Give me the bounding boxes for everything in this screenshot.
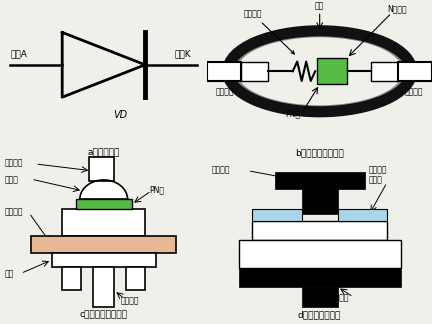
Bar [127,267,145,290]
Bar [76,199,132,209]
Text: 铝合金: 铝合金 [4,176,18,184]
Text: a）电路符号: a）电路符号 [88,148,120,157]
Text: 阳极A: 阳极A [10,49,27,58]
Bar [338,209,387,221]
Text: b）点接触型二极管: b）点接触型二极管 [295,148,344,157]
Text: PN结: PN结 [149,186,164,195]
Bar [207,62,241,81]
Text: 保护层: 保护层 [369,176,383,184]
Bar [398,62,432,81]
Text: VD: VD [113,110,127,120]
Text: 金属触丝: 金属触丝 [243,9,294,54]
Text: 阳极引线: 阳极引线 [216,87,235,96]
Polygon shape [80,180,127,199]
Bar [241,62,268,81]
Bar [275,172,365,189]
Text: 二氧化硅: 二氧化硅 [369,165,388,174]
Text: 阳极引线: 阳极引线 [4,159,22,168]
Text: N型硅: N型硅 [95,218,112,227]
Text: P区: P区 [314,226,325,235]
Text: 阴极引线: 阴极引线 [405,87,423,96]
Bar [318,58,346,84]
Bar [252,221,387,240]
Text: 阳极引线: 阳极引线 [212,165,230,174]
Bar [89,157,114,181]
Text: d）平面型二极管: d）平面型二极管 [298,310,341,319]
Bar [302,287,338,307]
Text: 外壳: 外壳 [315,1,324,10]
Ellipse shape [237,37,403,105]
Ellipse shape [228,31,412,112]
Bar [62,209,145,237]
Text: N型锗片: N型锗片 [387,4,407,13]
Text: 阴极引线: 阴极引线 [120,297,139,306]
Bar [31,237,176,253]
Text: c）面接触型二极管: c）面接触型二极管 [79,310,128,319]
Text: 阴极引线: 阴极引线 [331,294,349,302]
Bar [302,189,338,214]
Bar [239,268,400,287]
Bar [62,267,81,290]
Text: 金锑合金: 金锑合金 [4,207,22,216]
Bar [93,267,114,307]
Text: 阴极K: 阴极K [174,49,191,58]
Bar [239,240,400,268]
Bar [372,62,398,81]
Text: 基底: 基底 [4,270,13,279]
Bar [252,209,302,221]
Text: PN结: PN结 [285,110,300,119]
Text: N型硅片: N型硅片 [308,249,331,259]
Bar [52,253,156,267]
